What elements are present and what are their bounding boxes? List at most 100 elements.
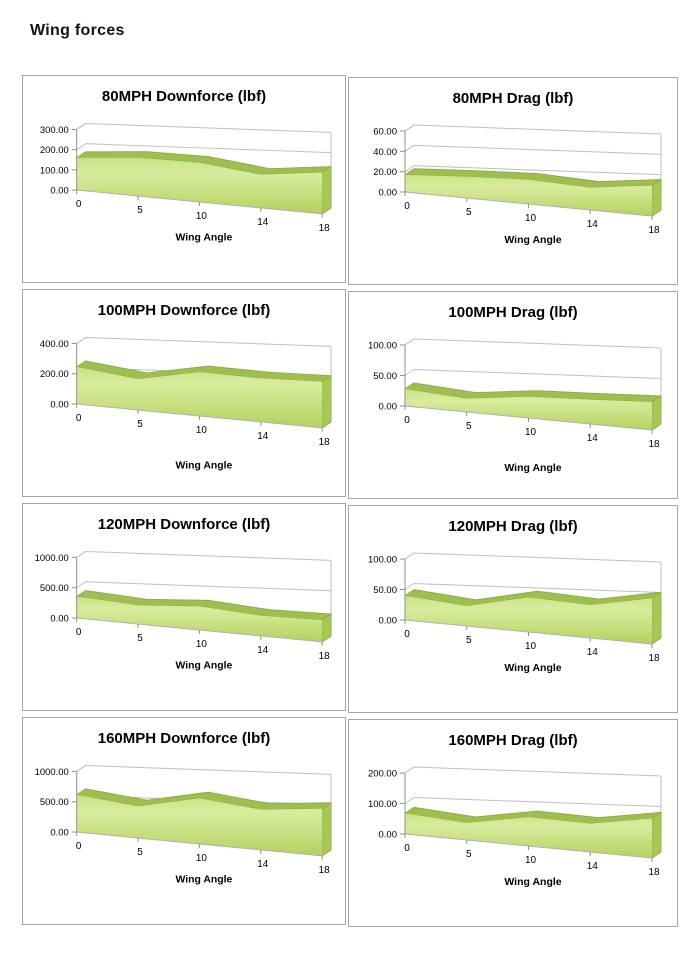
y-tick-label: 0.00	[379, 616, 398, 627]
chart-title: 100MPH Drag (lbf)	[448, 304, 578, 321]
gridline	[404, 124, 662, 135]
y-tick-label: 500.00	[40, 797, 69, 808]
gridline	[404, 368, 662, 379]
area-series-top-band	[76, 151, 332, 176]
chart-panel-160mph-drag: 160MPH Drag (lbf) 0.00 100.00 200.00 0 5 10 14…	[348, 719, 678, 927]
y-tick-label: 500.00	[40, 583, 69, 594]
area-series-top-band	[76, 590, 332, 621]
gridline	[76, 336, 332, 347]
y-tick-label: 100.00	[368, 799, 397, 810]
chart-panel-80mph-downforce: 80MPH Downforce (lbf) 0.00 100.00 200.00 30…	[22, 75, 346, 283]
x-tick-label: 10	[525, 213, 537, 224]
y-tick-label: 0.00	[50, 400, 68, 411]
area-chart-100mph-downforce: 0.00 200.00 400.00 0 5 10 14 18 Wing Angle	[40, 336, 332, 472]
x-axis-title: Wing Angle	[175, 233, 232, 244]
x-tick-label: 18	[319, 865, 331, 876]
gridline	[76, 122, 332, 133]
x-tick-label: 0	[404, 629, 410, 640]
x-tick-label: 10	[196, 211, 208, 222]
x-tick-label: 5	[137, 847, 143, 858]
chart-panel-100mph-downforce: 100MPH Downforce (lbf) 0.00 200.00 400.00 0…	[22, 289, 346, 497]
x-axis-title: Wing Angle	[504, 876, 561, 888]
x-tick-label: 0	[404, 415, 410, 426]
x-tick-label: 14	[587, 647, 599, 658]
area-chart-80mph-downforce: 0.00 100.00 200.00 300.00 0 5 10 14 18 Wing Angle	[40, 122, 332, 244]
area-series-side	[321, 802, 332, 857]
area-series-front	[405, 174, 652, 216]
x-tick-label: 14	[257, 431, 269, 442]
area-chart-120mph-downforce: 0.00 500.00 1000.00 0 5 10 14 18 Wing Angle	[35, 550, 332, 672]
leftwall-top-edge	[76, 765, 86, 772]
y-tick-label: 0.00	[50, 614, 68, 625]
x-axis-title: Wing Angle	[504, 662, 561, 674]
y-tick-label: 0.00	[379, 830, 398, 841]
y-tick-label: 0.00	[50, 186, 68, 197]
chart-title: 160MPH Drag (lbf)	[448, 732, 578, 749]
x-tick-label: 18	[648, 653, 660, 664]
chart-panel-80mph-drag: 80MPH Drag (lbf) 0.00 20.00 40.00 60.00 0 5 10…	[348, 77, 678, 285]
x-tick-label: 14	[257, 645, 269, 656]
x-tick-label: 18	[648, 225, 660, 236]
leftwall-top-edge	[404, 124, 415, 132]
area-chart-160mph-downforce: 0.00 500.00 1000.00 0 5 10 14 18 Wing Angle	[35, 764, 332, 886]
x-tick-label: 0	[76, 413, 82, 424]
x-tick-label: 5	[466, 421, 472, 432]
y-tick-label: 200.00	[368, 769, 397, 780]
x-tick-label: 0	[76, 627, 82, 638]
area-series-front	[76, 366, 323, 428]
x-tick-label: 14	[587, 433, 599, 444]
x-tick-label: 18	[319, 651, 331, 662]
y-tick-label: 50.00	[373, 371, 397, 382]
chart-panel-120mph-downforce: 120MPH Downforce (lbf) 0.00 500.00 1000.00…	[22, 503, 346, 711]
gridline	[76, 764, 332, 775]
area-chart-120mph-drag: 0.00 50.00 100.00 0 5 10 14 18 Wing Angle	[368, 552, 662, 674]
x-axis-title: Wing Angle	[504, 462, 561, 474]
x-tick-label: 0	[404, 201, 410, 212]
gridline	[404, 796, 662, 807]
area-series-side	[651, 591, 662, 645]
area-series-front	[76, 596, 323, 642]
x-axis-line	[76, 189, 323, 215]
y-tick-label: 100.00	[40, 165, 69, 176]
x-tick-label: 0	[76, 841, 82, 852]
x-tick-label: 10	[196, 425, 208, 436]
gridline	[76, 143, 332, 154]
area-series-side	[321, 166, 332, 215]
x-tick-label: 5	[137, 205, 143, 216]
area-series-front	[76, 794, 323, 856]
x-tick-label: 10	[525, 855, 537, 866]
leftwall-top-edge	[76, 551, 86, 558]
x-tick-label: 10	[196, 639, 208, 650]
area-series-top-band	[404, 806, 662, 825]
leftwall-top-edge	[404, 338, 415, 346]
y-tick-label: 0.00	[379, 188, 398, 199]
gridline	[76, 581, 332, 592]
area-series-top-band	[404, 589, 662, 607]
leftwall-top-edge	[404, 552, 415, 560]
gridline	[404, 144, 662, 155]
gridline	[404, 165, 662, 176]
page-title: Wing forces	[30, 22, 125, 39]
y-tick-label: 0.00	[379, 402, 398, 413]
area-series-front	[405, 813, 652, 858]
y-tick-label: 300.00	[40, 125, 69, 136]
gridline	[404, 338, 662, 349]
x-tick-label: 5	[466, 849, 472, 860]
x-tick-label: 14	[587, 861, 599, 872]
x-tick-label: 5	[466, 207, 472, 218]
area-chart-160mph-drag: 0.00 100.00 200.00 0 5 10 14 18 Wing Angle	[368, 766, 662, 888]
chart-title: 100MPH Downforce (lbf)	[97, 302, 271, 319]
x-axis-title: Wing Angle	[175, 461, 232, 472]
x-tick-label: 18	[648, 867, 660, 878]
x-tick-label: 5	[137, 419, 143, 430]
x-tick-label: 14	[257, 859, 269, 870]
x-tick-label: 0	[404, 843, 410, 854]
y-tick-label: 50.00	[373, 585, 397, 596]
x-tick-label: 5	[137, 633, 143, 644]
chart-title: 120MPH Downforce (lbf)	[97, 516, 271, 533]
x-tick-label: 14	[587, 219, 599, 230]
gridline	[404, 766, 662, 777]
chart-grid: 80MPH Downforce (lbf) 0.00 100.00 200.00 30…	[22, 75, 678, 927]
x-tick-label: 0	[76, 199, 82, 210]
x-axis-title: Wing Angle	[175, 875, 232, 886]
